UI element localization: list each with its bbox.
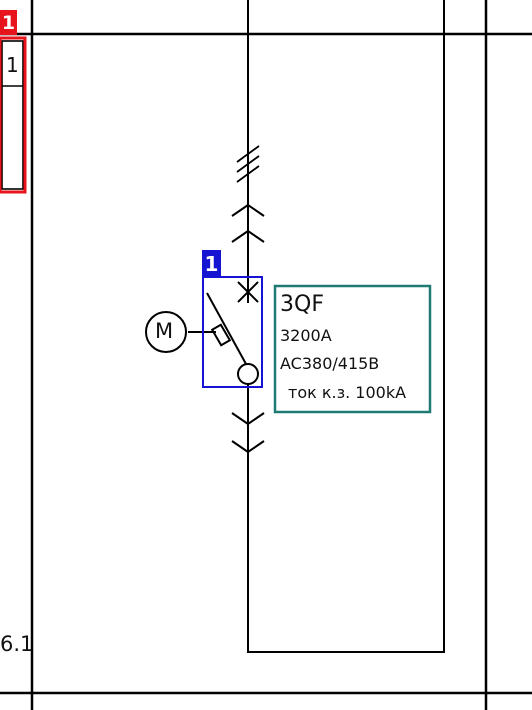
breaker-badge-number: 1 bbox=[204, 252, 219, 276]
rated-current: 3200A bbox=[280, 326, 332, 345]
left-table-highlight[interactable] bbox=[0, 36, 27, 194]
left-table-cell: 1 bbox=[6, 53, 19, 77]
lower-connector bbox=[231, 412, 265, 454]
sheet-reference: 6.1 bbox=[0, 632, 34, 656]
left-badge-bg bbox=[0, 10, 17, 35]
motor-circle bbox=[145, 311, 187, 353]
breaker-symbol bbox=[188, 281, 259, 385]
short-circuit-rating: ток к.з. 100kA bbox=[288, 383, 407, 402]
motor-symbol-label: M bbox=[155, 319, 174, 343]
left-table bbox=[1, 40, 24, 190]
left-badge-number: 1 bbox=[1, 12, 16, 34]
three-phase-marks bbox=[236, 145, 260, 183]
breaker-highlight[interactable] bbox=[202, 276, 263, 388]
upper-connector bbox=[231, 203, 265, 243]
motor-drive bbox=[145, 311, 187, 353]
breaker-badge-bg bbox=[202, 250, 221, 276]
label-box[interactable] bbox=[273, 284, 432, 414]
rated-voltage: AC380/415B bbox=[280, 354, 380, 373]
breaker-designation: 3QF bbox=[280, 292, 324, 317]
